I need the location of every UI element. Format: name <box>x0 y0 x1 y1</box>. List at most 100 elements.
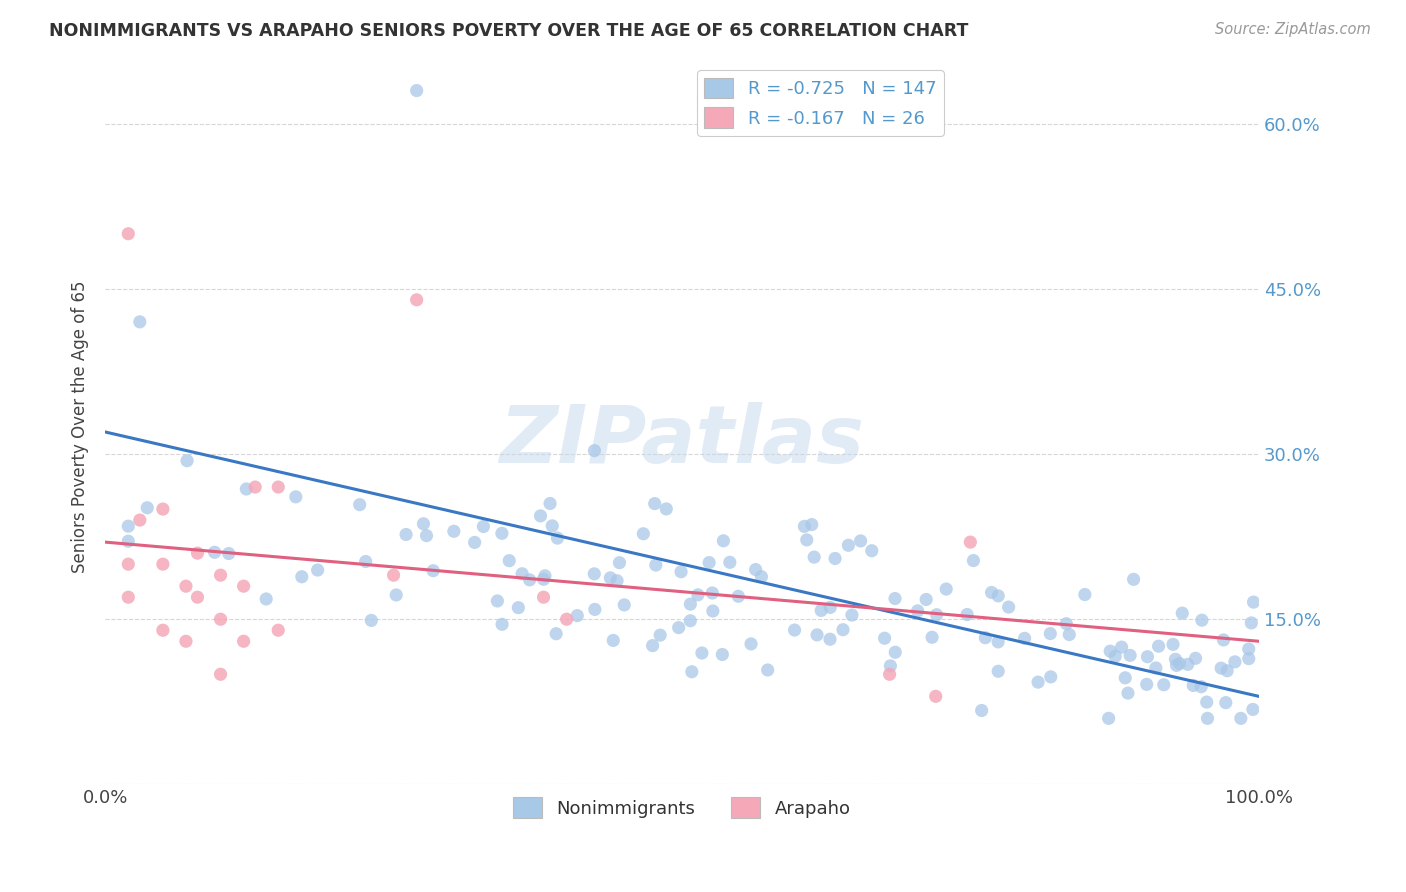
Point <box>925 607 948 622</box>
Point <box>1212 632 1234 647</box>
Point <box>117 534 139 549</box>
Point <box>235 482 257 496</box>
Point <box>538 496 561 510</box>
Point <box>555 612 578 626</box>
Point <box>641 639 664 653</box>
Point <box>1168 657 1191 671</box>
Point <box>756 663 779 677</box>
Point <box>740 637 762 651</box>
Point <box>686 588 709 602</box>
Point <box>209 612 232 626</box>
Point <box>491 526 513 541</box>
Point <box>796 533 818 547</box>
Point <box>644 558 666 572</box>
Point <box>412 516 434 531</box>
Point <box>349 498 371 512</box>
Point <box>354 555 377 569</box>
Point <box>668 621 690 635</box>
Point <box>152 557 174 571</box>
Point <box>267 480 290 494</box>
Point <box>1119 648 1142 663</box>
Point <box>860 543 883 558</box>
Point <box>800 517 823 532</box>
Point <box>884 591 907 606</box>
Point <box>832 623 855 637</box>
Point <box>806 628 828 642</box>
Point <box>567 608 589 623</box>
Point <box>744 563 766 577</box>
Point <box>713 533 735 548</box>
Point <box>218 547 240 561</box>
Legend: Nonimmigrants, Arapaho: Nonimmigrants, Arapaho <box>506 790 858 825</box>
Point <box>970 704 993 718</box>
Point <box>583 602 606 616</box>
Point <box>117 557 139 571</box>
Point <box>1147 639 1170 653</box>
Point <box>254 591 277 606</box>
Point <box>837 538 859 552</box>
Point <box>1195 695 1218 709</box>
Point <box>360 614 382 628</box>
Point <box>602 633 624 648</box>
Point <box>1039 626 1062 640</box>
Point <box>718 555 741 569</box>
Point <box>284 490 307 504</box>
Point <box>174 634 197 648</box>
Point <box>1191 613 1213 627</box>
Point <box>1039 670 1062 684</box>
Point <box>174 579 197 593</box>
Point <box>810 603 832 617</box>
Point <box>711 648 734 662</box>
Point <box>1153 678 1175 692</box>
Point <box>884 645 907 659</box>
Point <box>136 500 159 515</box>
Point <box>117 590 139 604</box>
Point <box>152 502 174 516</box>
Text: ZIPatlas: ZIPatlas <box>499 401 865 480</box>
Point <box>697 556 720 570</box>
Point <box>669 565 692 579</box>
Point <box>1164 652 1187 666</box>
Point <box>681 665 703 679</box>
Point <box>209 568 232 582</box>
Point <box>508 600 530 615</box>
Point <box>727 589 749 603</box>
Point <box>1059 627 1081 641</box>
Point <box>987 589 1010 603</box>
Point <box>1136 649 1159 664</box>
Point <box>186 546 208 560</box>
Point <box>382 568 405 582</box>
Point <box>915 592 938 607</box>
Point <box>987 665 1010 679</box>
Point <box>849 533 872 548</box>
Text: NONIMMIGRANTS VS ARAPAHO SENIORS POVERTY OVER THE AGE OF 65 CORRELATION CHART: NONIMMIGRANTS VS ARAPAHO SENIORS POVERTY… <box>49 22 969 40</box>
Point <box>472 519 495 533</box>
Point <box>486 594 509 608</box>
Point <box>1230 711 1253 725</box>
Point <box>1197 711 1219 725</box>
Point <box>633 526 655 541</box>
Point <box>533 572 555 586</box>
Point <box>291 570 314 584</box>
Point <box>1166 658 1188 673</box>
Point <box>820 600 842 615</box>
Text: Source: ZipAtlas.com: Source: ZipAtlas.com <box>1215 22 1371 37</box>
Point <box>1161 637 1184 651</box>
Point <box>1014 632 1036 646</box>
Point <box>841 608 863 623</box>
Point <box>1116 686 1139 700</box>
Point <box>405 293 427 307</box>
Point <box>783 623 806 637</box>
Point <box>583 443 606 458</box>
Point <box>879 667 901 681</box>
Point <box>1144 661 1167 675</box>
Point <box>385 588 408 602</box>
Point <box>405 84 427 98</box>
Point <box>243 480 266 494</box>
Point <box>498 554 520 568</box>
Point <box>1243 595 1265 609</box>
Point <box>117 227 139 241</box>
Point <box>232 579 254 593</box>
Point <box>793 519 815 533</box>
Point <box>959 535 981 549</box>
